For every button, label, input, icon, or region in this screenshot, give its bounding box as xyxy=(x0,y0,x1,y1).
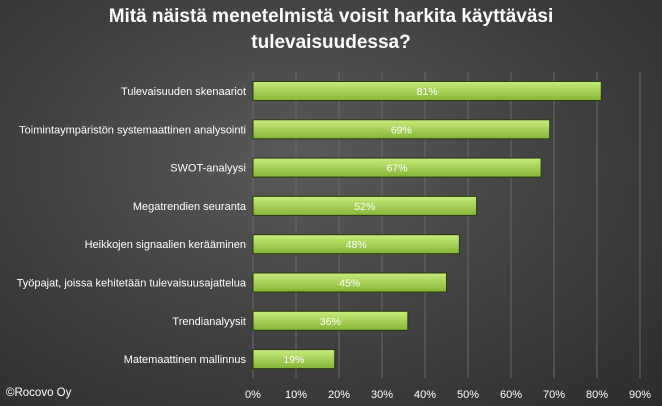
data-label: 69% xyxy=(391,124,412,136)
copyright-notice: ©Rocovo Oy xyxy=(6,387,72,399)
data-label: 45% xyxy=(339,278,360,290)
x-tick-label: 90% xyxy=(629,389,651,401)
data-label: 19% xyxy=(283,354,304,366)
bar xyxy=(252,81,602,101)
data-label: 36% xyxy=(320,316,341,328)
data-label: 52% xyxy=(354,201,375,213)
chart-title: Mitä näistä menetelmistä voisit harkita … xyxy=(0,4,662,56)
chart-title-line-1: Mitä näistä menetelmistä voisit harkita … xyxy=(108,6,554,27)
x-tick-label: 70% xyxy=(543,389,565,401)
x-tick-label: 40% xyxy=(414,389,436,401)
category-label: Toimintaympäristön systemaattinen analys… xyxy=(19,124,246,136)
category-label: Tulevaisuuden skenaariot xyxy=(121,86,246,98)
bar xyxy=(252,349,336,370)
bar xyxy=(252,119,551,140)
category-label: Matemaattinen mallinnus xyxy=(124,354,247,366)
category-label: SWOT-analyysi xyxy=(170,163,246,175)
chart-title-line-2: tulevaisuudessa? xyxy=(251,32,411,53)
bar xyxy=(252,272,447,293)
x-tick-label: 60% xyxy=(500,389,522,401)
category-label: Heikkojen signaalien kerääminen xyxy=(85,239,246,251)
x-tick-label: 20% xyxy=(328,389,350,401)
category-label: Trendianalyysit xyxy=(172,316,246,328)
data-label: 48% xyxy=(346,239,367,251)
x-tick-label: 50% xyxy=(457,389,479,401)
bar xyxy=(252,195,478,216)
category-label: Työpajat, joissa kehitetään tulevaisuusa… xyxy=(17,278,247,290)
category-label: Megatrendien seuranta xyxy=(133,201,247,213)
bar xyxy=(252,157,542,178)
x-tick-label: 0% xyxy=(245,389,261,401)
bar xyxy=(252,310,409,331)
x-tick-label: 30% xyxy=(371,389,393,401)
x-tick-label: 80% xyxy=(586,389,608,401)
data-label: 81% xyxy=(417,86,438,98)
bar xyxy=(252,234,460,255)
x-tick-label: 10% xyxy=(285,389,307,401)
data-label: 67% xyxy=(387,163,408,175)
